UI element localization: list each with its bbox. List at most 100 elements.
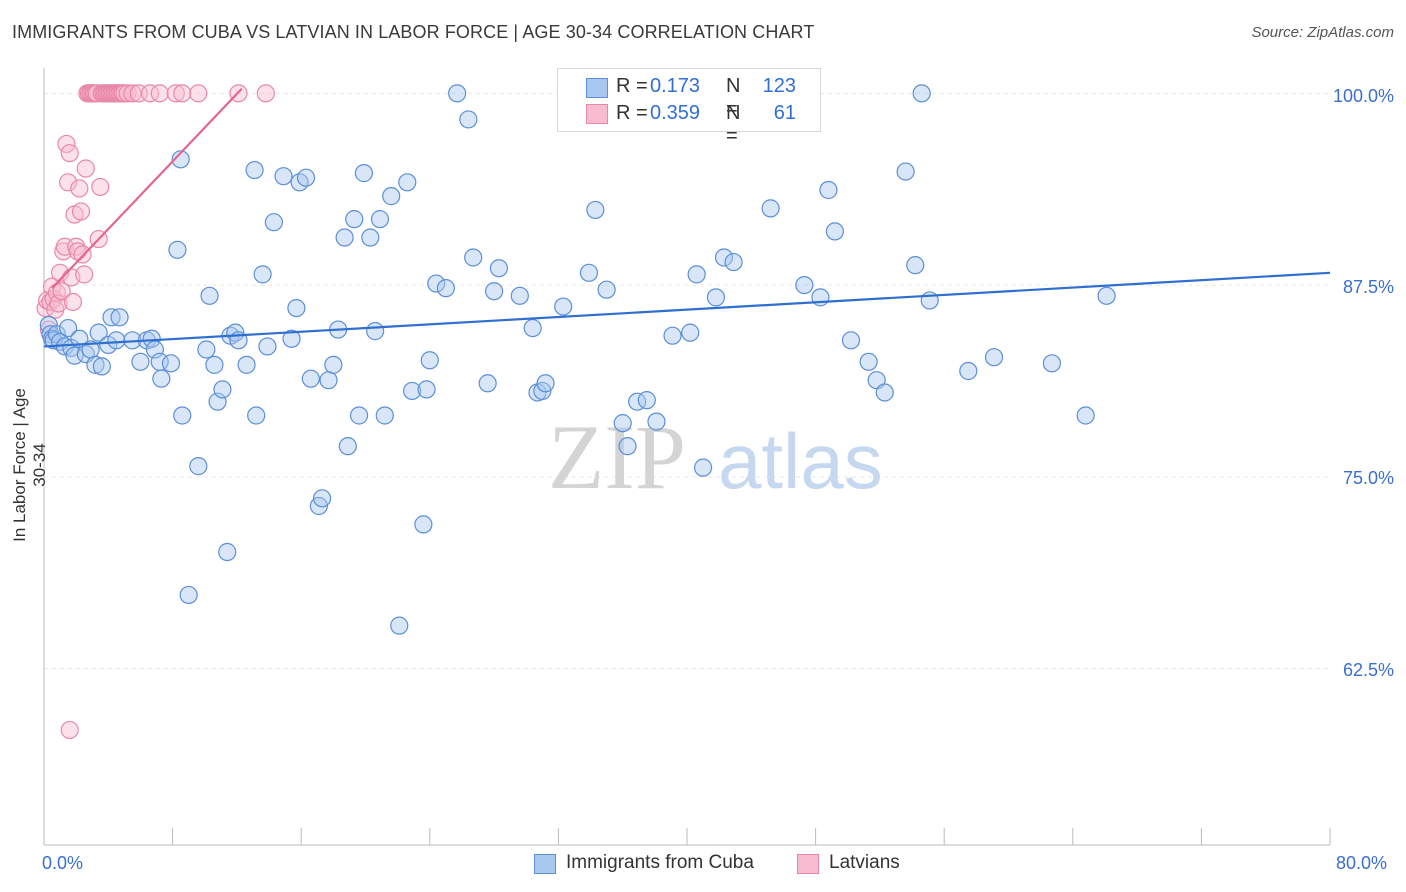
data-point bbox=[706, 288, 726, 307]
data-point bbox=[247, 406, 266, 425]
data-point bbox=[597, 280, 616, 299]
series-cuba-points bbox=[39, 84, 1116, 635]
trend-lines bbox=[43, 87, 1331, 348]
data-point bbox=[245, 160, 264, 180]
data-point bbox=[485, 282, 504, 301]
data-point bbox=[258, 337, 277, 356]
legend-label-latvian: Latvians bbox=[829, 852, 900, 873]
data-point bbox=[448, 84, 467, 103]
data-point bbox=[179, 585, 198, 605]
data-point bbox=[1076, 406, 1095, 425]
data-point bbox=[714, 248, 734, 267]
legend-label-cuba: Immigrants from Cuba bbox=[566, 852, 754, 873]
data-point bbox=[253, 265, 272, 284]
data-point bbox=[63, 292, 83, 312]
data-point bbox=[168, 240, 187, 259]
data-point bbox=[287, 299, 306, 318]
y-tick-label: 100.0% bbox=[1332, 86, 1394, 106]
y-tick-label: 75.0% bbox=[1342, 468, 1394, 488]
data-point bbox=[59, 318, 78, 338]
legend-n-value: 61 bbox=[773, 102, 796, 124]
data-point bbox=[825, 222, 844, 241]
data-point bbox=[50, 263, 70, 282]
data-point bbox=[618, 437, 637, 456]
data-point bbox=[1097, 286, 1116, 305]
data-point bbox=[687, 265, 706, 284]
source-credit: Source: ZipAtlas.com bbox=[1251, 24, 1394, 41]
data-point bbox=[510, 286, 529, 305]
watermark-atlas: atlas bbox=[718, 417, 883, 505]
trend-line-cuba bbox=[43, 271, 1331, 348]
data-point bbox=[264, 213, 283, 232]
data-point bbox=[912, 84, 931, 103]
data-point bbox=[896, 162, 915, 181]
data-point bbox=[91, 177, 110, 197]
data-point bbox=[663, 326, 682, 345]
data-point bbox=[554, 297, 573, 316]
data-point bbox=[173, 84, 192, 103]
data-point bbox=[161, 354, 181, 373]
data-point bbox=[464, 248, 483, 267]
data-point bbox=[586, 200, 605, 220]
data-point bbox=[427, 274, 446, 293]
data-point bbox=[959, 361, 978, 381]
x-tick-label-max: 80.0% bbox=[1336, 853, 1388, 873]
data-point bbox=[536, 374, 555, 393]
legend-r-value: 0.173 bbox=[650, 75, 701, 97]
data-point bbox=[200, 286, 219, 305]
data-point bbox=[390, 616, 409, 635]
data-point bbox=[290, 173, 309, 192]
legend-n-value: 123 bbox=[762, 75, 796, 97]
data-point bbox=[414, 515, 433, 534]
data-point bbox=[312, 489, 332, 508]
legend-r-label: R = bbox=[616, 102, 648, 124]
data-point bbox=[984, 348, 1004, 367]
data-point bbox=[274, 167, 293, 186]
data-point bbox=[189, 457, 208, 476]
data-point bbox=[131, 352, 150, 371]
data-point bbox=[459, 110, 478, 129]
data-point bbox=[213, 380, 232, 399]
data-point bbox=[256, 84, 275, 103]
data-point bbox=[420, 351, 439, 370]
data-point bbox=[366, 322, 385, 341]
legend-swatch-cuba bbox=[586, 78, 608, 98]
data-point bbox=[819, 180, 838, 200]
data-point bbox=[218, 542, 237, 562]
data-point bbox=[370, 210, 390, 229]
y-tick-label: 87.5% bbox=[1342, 277, 1394, 297]
data-point bbox=[375, 406, 394, 425]
data-point bbox=[338, 437, 357, 456]
data-point bbox=[123, 84, 142, 103]
legend-r-value: 0.359 bbox=[650, 102, 701, 124]
data-point bbox=[152, 369, 171, 388]
data-point bbox=[579, 263, 599, 282]
legend-swatch-cuba bbox=[534, 854, 556, 874]
data-point bbox=[140, 84, 160, 103]
data-point bbox=[70, 179, 89, 198]
legend-n-label: N = bbox=[726, 102, 741, 147]
x-tick-label-min: 0.0% bbox=[42, 853, 84, 873]
data-point bbox=[523, 318, 542, 338]
series-latvians-points bbox=[36, 84, 275, 740]
data-point bbox=[92, 357, 111, 376]
chart-title: IMMIGRANTS FROM CUBA VS LATVIAN IN LABOR… bbox=[12, 22, 815, 42]
data-point bbox=[76, 159, 95, 178]
data-point bbox=[324, 355, 343, 374]
data-point bbox=[150, 84, 169, 103]
data-point bbox=[489, 259, 509, 278]
data-point bbox=[345, 210, 364, 229]
data-point bbox=[875, 383, 894, 402]
data-point bbox=[398, 173, 417, 192]
data-point bbox=[75, 265, 94, 284]
legend-swatch-latvian bbox=[797, 854, 819, 874]
data-point bbox=[110, 308, 129, 327]
legend-r-label: R = bbox=[616, 75, 648, 97]
data-point bbox=[189, 84, 208, 103]
data-point bbox=[89, 323, 108, 342]
data-point bbox=[681, 323, 700, 342]
data-point bbox=[70, 329, 89, 348]
data-point bbox=[171, 150, 190, 169]
data-point bbox=[60, 720, 79, 740]
data-point bbox=[647, 412, 666, 431]
